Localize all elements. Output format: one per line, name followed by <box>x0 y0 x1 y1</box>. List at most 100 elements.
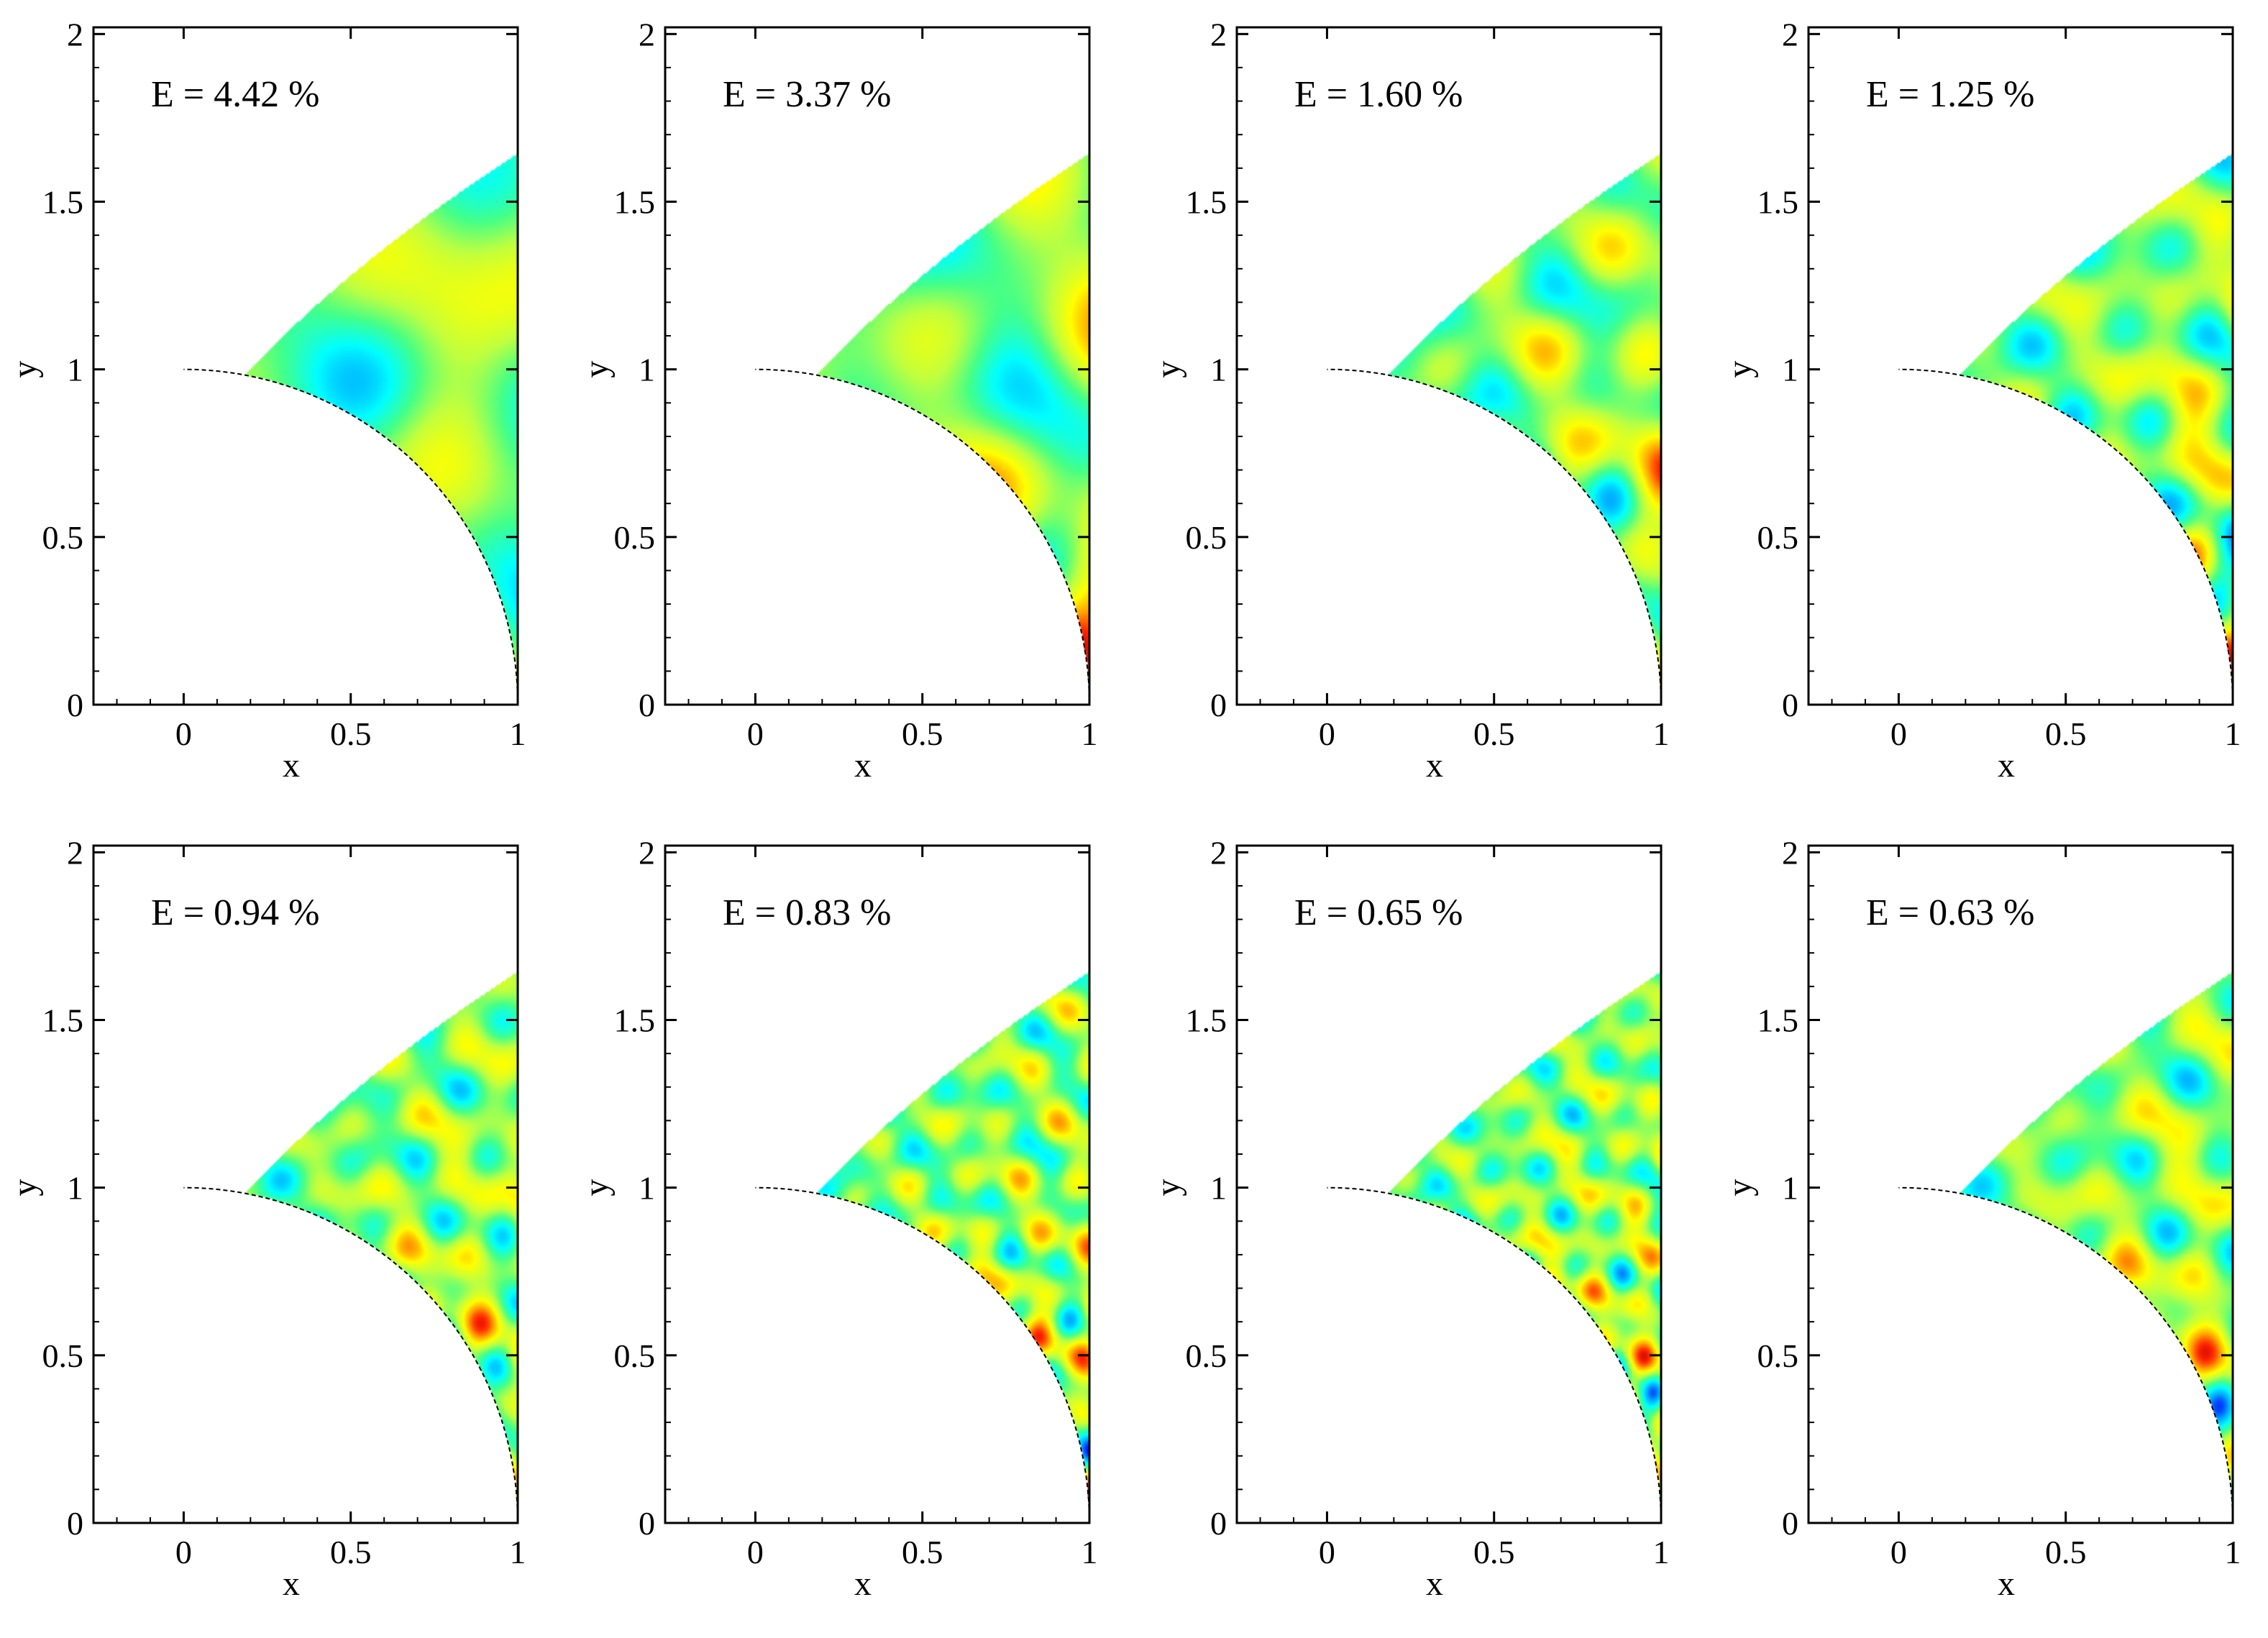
y-tick-label: 2 <box>639 834 655 871</box>
body-surface <box>1327 1186 1662 1524</box>
contour-field <box>665 27 1089 705</box>
x-tick-label: 0 <box>1890 1534 1907 1570</box>
body-surface <box>1898 1186 2233 1524</box>
x-tick-label: 0 <box>1319 715 1335 752</box>
y-tick-label: 1.5 <box>1186 183 1227 220</box>
error-annotation: E = 4.42 % <box>151 74 319 115</box>
y-tick-label: 0 <box>1782 1505 1798 1542</box>
y-tick-label: 2 <box>639 16 655 52</box>
error-annotation: E = 0.63 % <box>1866 892 2034 933</box>
x-tick-label: 1 <box>2225 715 2241 752</box>
y-tick-label: 2 <box>1782 16 1798 52</box>
y-tick-label: 0.5 <box>1757 1337 1799 1374</box>
y-tick-label: 2 <box>67 16 83 52</box>
x-axis-label: x <box>854 746 872 784</box>
y-tick-label: 0.5 <box>614 519 656 556</box>
contour-field <box>1809 27 2233 705</box>
error-annotation: E = 0.83 % <box>723 892 891 933</box>
y-tick-label: 2 <box>1210 16 1227 52</box>
y-axis-label: y <box>577 1179 616 1197</box>
y-tick-label: 1 <box>1210 1170 1227 1207</box>
x-tick-label: 0 <box>747 1534 764 1570</box>
y-tick-label: 0 <box>1210 1505 1227 1542</box>
y-tick-label: 1 <box>639 1170 655 1207</box>
y-tick-label: 1.5 <box>1186 1002 1227 1038</box>
y-tick-label: 1.5 <box>42 183 84 220</box>
contour-field <box>1809 846 2233 1523</box>
panel: 0 0.5 1 1.5 2 0 0.5 1 x y E = 3.37 % <box>577 16 1098 784</box>
x-tick-label: 0 <box>175 715 192 752</box>
y-tick-label: 2 <box>1210 834 1227 871</box>
y-tick-label: 1 <box>67 1170 83 1207</box>
x-axis-label: x <box>854 1565 872 1603</box>
x-tick-label: 1 <box>1653 715 1670 752</box>
panel: 0 0.5 1 1.5 2 0 0.5 1 x y E = 0.83 % <box>577 834 1098 1603</box>
error-annotation: E = 1.60 % <box>1294 74 1463 115</box>
error-annotation: E = 1.25 % <box>1866 74 2034 115</box>
x-tick-label: 1 <box>1082 715 1098 752</box>
y-axis-label: y <box>6 1179 44 1197</box>
y-tick-label: 2 <box>67 834 83 871</box>
contour-field <box>93 846 518 1523</box>
y-tick-label: 1 <box>1782 352 1798 388</box>
x-tick-label: 0 <box>747 715 764 752</box>
plot-frame <box>1807 26 2234 706</box>
y-tick-label: 1.5 <box>1757 1002 1799 1038</box>
plot-frame <box>664 844 1091 1524</box>
x-tick-label: 0 <box>1319 1534 1335 1570</box>
y-tick-label: 2 <box>1782 834 1798 871</box>
body-surface <box>183 368 518 705</box>
panel: 0 0.5 1 1.5 2 0 0.5 1 x y E = 0.94 % <box>6 834 526 1603</box>
panel: 0 0.5 1 1.5 2 0 0.5 1 x y E = 4.42 % <box>6 16 526 784</box>
plot-frame <box>1235 844 1663 1524</box>
y-tick-label: 0 <box>1210 687 1227 723</box>
contour-field <box>1237 27 1661 705</box>
x-tick-label: 0 <box>175 1534 192 1570</box>
y-axis-label: y <box>1149 1179 1187 1197</box>
body-surface <box>1327 368 1662 705</box>
x-axis-label: x <box>283 1565 300 1603</box>
y-tick-label: 0 <box>67 1505 83 1542</box>
y-tick-label: 0 <box>639 1505 655 1542</box>
x-tick-label: 0 <box>1890 715 1907 752</box>
y-axis-label: y <box>6 361 44 378</box>
x-tick-label: 1 <box>510 1534 526 1570</box>
y-tick-label: 0.5 <box>1186 519 1227 556</box>
error-annotation: E = 0.65 % <box>1294 892 1463 933</box>
y-tick-label: 0.5 <box>1757 519 1799 556</box>
x-axis-label: x <box>1998 1565 2015 1603</box>
x-tick-label: 1 <box>2225 1534 2241 1570</box>
panel: 0 0.5 1 1.5 2 0 0.5 1 x y E = 1.60 % <box>1149 16 1670 784</box>
y-tick-label: 0 <box>1782 687 1798 723</box>
plot-frame <box>1235 26 1663 706</box>
x-tick-label: 0.5 <box>2045 1534 2087 1570</box>
y-axis-label: y <box>1149 361 1187 378</box>
plot-frame <box>664 26 1091 706</box>
x-tick-label: 1 <box>510 715 526 752</box>
body-surface <box>183 1186 518 1524</box>
y-tick-label: 1.5 <box>42 1002 84 1038</box>
plot-frame <box>92 26 519 706</box>
contour-field <box>93 27 518 705</box>
panel: 0 0.5 1 1.5 2 0 0.5 1 x y E = 0.63 % <box>1721 834 2241 1603</box>
x-axis-label: x <box>1426 1565 1443 1603</box>
x-axis-label: x <box>1998 746 2015 784</box>
panel: 0 0.5 1 1.5 2 0 0.5 1 x y E = 0.65 % <box>1149 834 1670 1603</box>
x-tick-label: 0.5 <box>1473 715 1515 752</box>
y-tick-label: 1 <box>67 352 83 388</box>
x-axis-label: x <box>283 746 300 784</box>
plot-frame <box>92 844 519 1524</box>
y-tick-label: 0.5 <box>42 519 84 556</box>
body-surface <box>755 368 1090 705</box>
error-annotation: E = 0.94 % <box>151 892 319 933</box>
x-tick-label: 0.5 <box>902 1534 943 1570</box>
x-tick-label: 0.5 <box>2045 715 2087 752</box>
x-tick-label: 1 <box>1082 1534 1098 1570</box>
x-axis-label: x <box>1426 746 1443 784</box>
y-tick-label: 0.5 <box>1186 1337 1227 1374</box>
x-tick-label: 0.5 <box>330 1534 372 1570</box>
y-tick-label: 0 <box>639 687 655 723</box>
x-tick-label: 0.5 <box>330 715 372 752</box>
y-axis-label: y <box>1721 361 1759 378</box>
y-axis-label: y <box>577 361 616 378</box>
